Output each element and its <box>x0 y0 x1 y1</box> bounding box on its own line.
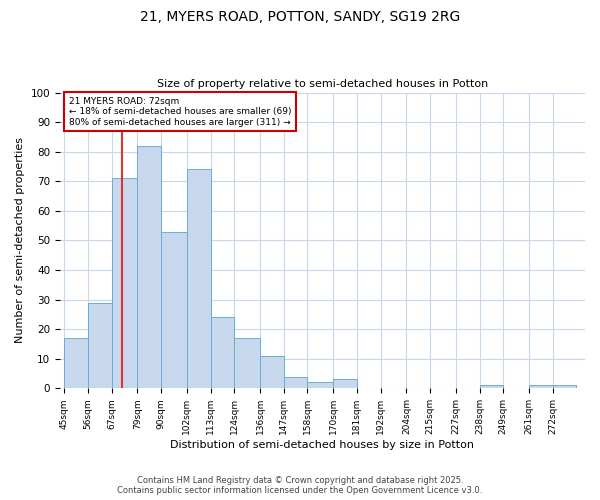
Title: Size of property relative to semi-detached houses in Potton: Size of property relative to semi-detach… <box>157 79 488 89</box>
Bar <box>161 232 187 388</box>
Bar <box>333 380 357 388</box>
Bar <box>137 146 161 388</box>
Y-axis label: Number of semi-detached properties: Number of semi-detached properties <box>15 138 25 344</box>
Bar <box>553 386 577 388</box>
Bar <box>479 386 503 388</box>
Bar <box>187 170 211 388</box>
Text: 21, MYERS ROAD, POTTON, SANDY, SG19 2RG: 21, MYERS ROAD, POTTON, SANDY, SG19 2RG <box>140 10 460 24</box>
Text: 21 MYERS ROAD: 72sqm
← 18% of semi-detached houses are smaller (69)
80% of semi-: 21 MYERS ROAD: 72sqm ← 18% of semi-detac… <box>68 97 291 127</box>
Text: Contains HM Land Registry data © Crown copyright and database right 2025.
Contai: Contains HM Land Registry data © Crown c… <box>118 476 482 495</box>
Bar <box>88 302 112 388</box>
Bar <box>260 356 284 388</box>
Bar <box>234 338 260 388</box>
Bar <box>112 178 137 388</box>
Bar <box>211 318 234 388</box>
X-axis label: Distribution of semi-detached houses by size in Potton: Distribution of semi-detached houses by … <box>170 440 475 450</box>
Bar <box>529 386 553 388</box>
Bar <box>64 338 88 388</box>
Bar <box>307 382 333 388</box>
Bar <box>284 376 307 388</box>
